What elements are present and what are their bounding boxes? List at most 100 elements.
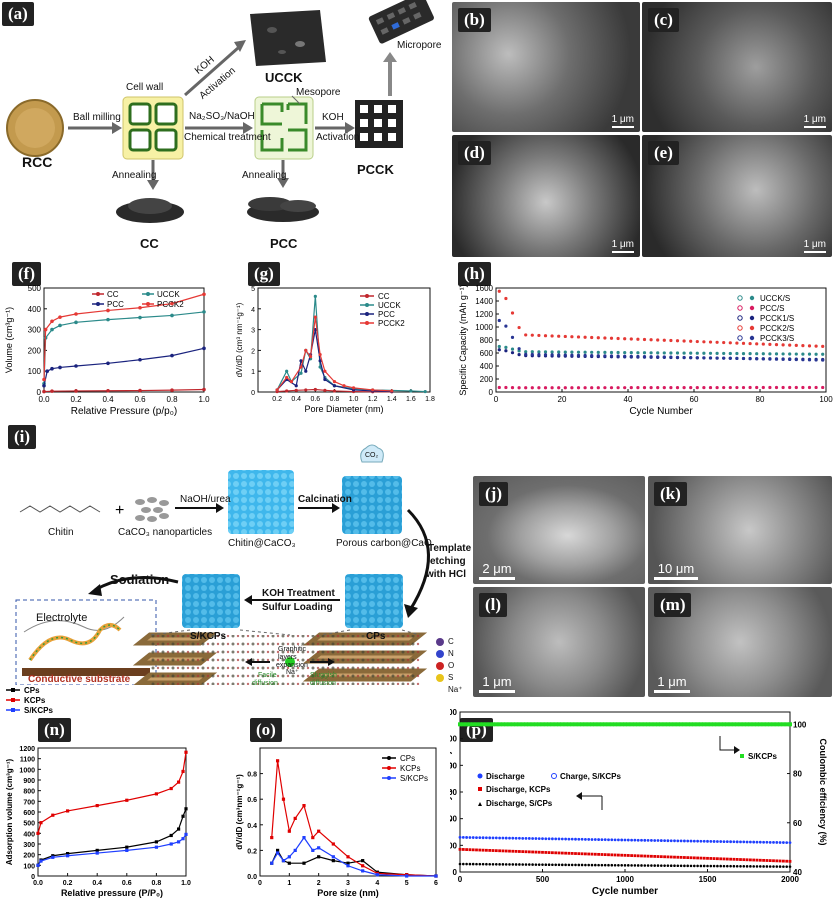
legend-entry: PCCK2 <box>378 319 405 328</box>
legend-entry: PCCK1/S <box>760 314 794 323</box>
data-point-ucck-s <box>596 350 600 354</box>
data-point-discharge-kcps <box>584 852 587 856</box>
data-point-discharge-skcps <box>772 841 775 844</box>
data-point-discharge-skcps <box>541 837 544 841</box>
data-point-discharge-kcps <box>600 853 604 856</box>
x-tick-label: 0.0 <box>38 395 50 404</box>
data-point-discharge-skcps <box>712 840 716 843</box>
data-point-ucck-s <box>761 352 765 356</box>
data-point-pcc-s <box>702 385 706 390</box>
data-point-discharge-kcps <box>458 847 462 851</box>
data-point-pcck2-s <box>510 311 515 315</box>
data-point <box>74 364 78 368</box>
data-point-pcck2-s <box>788 343 792 347</box>
data-point-ucck-s <box>642 351 647 355</box>
data-point-ce-skcps <box>566 722 571 727</box>
data-point-ce-skcps <box>778 722 783 727</box>
data-point-pcck3-s <box>781 357 785 361</box>
data-point-ce-skcps <box>692 722 697 727</box>
data-point <box>95 804 99 808</box>
y-tick-label: 0.0 <box>247 874 257 881</box>
data-point-discharge-skcps <box>785 841 789 845</box>
data-point-pcck3-s <box>517 347 521 351</box>
data-point-discharge-kcps <box>465 848 468 851</box>
panel-label-l: (l) <box>479 593 508 617</box>
data-point-discharge-scps <box>551 863 554 867</box>
data-point-ucck-s <box>497 344 501 349</box>
data-point-ce-skcps <box>755 722 759 727</box>
data-point-pcck2-s <box>570 335 574 339</box>
data-point <box>169 786 173 791</box>
data-point-discharge-kcps <box>758 858 762 862</box>
data-point-pcck3-s <box>722 356 726 360</box>
legend-marker <box>365 303 369 307</box>
data-point-pcc-s <box>583 386 587 390</box>
legend-entry: Discharge, S/CPs <box>486 799 553 808</box>
data-point-ce-skcps <box>735 722 740 727</box>
data-point <box>50 327 54 332</box>
data-point <box>42 389 46 394</box>
data-point-discharge-skcps <box>554 837 558 841</box>
scale-bar-e: 1 μm <box>803 239 826 253</box>
data-point-ce-skcps <box>781 722 786 727</box>
series-line-kcps <box>37 752 187 834</box>
data-point-discharge-kcps <box>570 852 574 855</box>
data-point-discharge-kcps <box>656 855 660 858</box>
data-point-pcc-s <box>669 386 673 390</box>
data-point-discharge-skcps <box>514 836 518 840</box>
panel-label-g: (g) <box>248 262 280 286</box>
data-point-ce-skcps <box>560 722 565 727</box>
legend-marker-open <box>737 295 743 301</box>
data-point <box>202 310 206 314</box>
data-point-pcc-s <box>807 385 812 390</box>
data-point-ce-skcps <box>484 722 489 727</box>
data-point-ce-skcps <box>573 722 578 727</box>
data-point-pcc-s <box>755 385 759 390</box>
data-point-pcc-s <box>741 385 746 390</box>
series-line-cc <box>277 388 392 393</box>
data-point-discharge-skcps <box>587 838 591 841</box>
data-point-ce-skcps <box>491 722 495 727</box>
data-point-pcck3-s <box>530 352 534 357</box>
data-point-pcck2-s <box>557 334 561 338</box>
data-point-discharge-scps <box>712 864 716 868</box>
data-point-pcc-s <box>563 386 567 390</box>
legend-marker-open <box>737 325 743 331</box>
data-point-discharge-kcps <box>557 851 561 855</box>
data-point-discharge-kcps <box>666 855 670 859</box>
pointer-arrowhead <box>734 746 740 754</box>
y-tick-label: 600 <box>480 349 494 358</box>
data-point-discharge-scps <box>514 863 518 866</box>
data-point-ce-skcps <box>616 722 621 727</box>
data-point-pcck2-s <box>794 343 798 347</box>
data-point-discharge-skcps <box>643 838 647 842</box>
data-point-pcck3-s <box>788 357 792 362</box>
data-point <box>293 848 297 852</box>
legend-atom-n: N <box>448 649 454 658</box>
y-axis-label: Specific Capacity (mAh g⁻¹) <box>458 284 468 395</box>
data-point-discharge-skcps <box>504 836 508 840</box>
data-point-pcck2-s <box>504 296 508 301</box>
data-point-ce-skcps <box>576 722 581 727</box>
y2-axis-label: Coulombic efficiency (%) <box>818 738 828 845</box>
data-point-discharge-kcps <box>485 848 488 852</box>
data-point-discharge-scps <box>623 864 627 867</box>
y-tick-label: 1000 <box>450 735 458 744</box>
data-point <box>95 848 99 852</box>
data-point-ce-skcps <box>672 722 677 727</box>
data-point-ucck-s <box>821 352 825 356</box>
data-point <box>270 836 274 840</box>
legend-entry: CPs <box>24 686 40 695</box>
data-point-discharge-kcps <box>692 856 696 860</box>
y-axis-label: Volume (cm³g⁻¹) <box>4 307 14 373</box>
data-point-ce-skcps <box>788 722 792 727</box>
data-point <box>302 804 306 808</box>
data-point-pcck2-s <box>675 339 680 343</box>
data-point <box>342 384 346 388</box>
data-point-discharge-scps <box>693 864 696 868</box>
data-point-ce-skcps <box>649 722 654 727</box>
data-point-pcck2-s <box>755 342 759 346</box>
panel-label-k: (k) <box>654 482 687 506</box>
data-point-pcc-s <box>735 385 739 390</box>
data-point-ce-skcps <box>632 722 637 727</box>
